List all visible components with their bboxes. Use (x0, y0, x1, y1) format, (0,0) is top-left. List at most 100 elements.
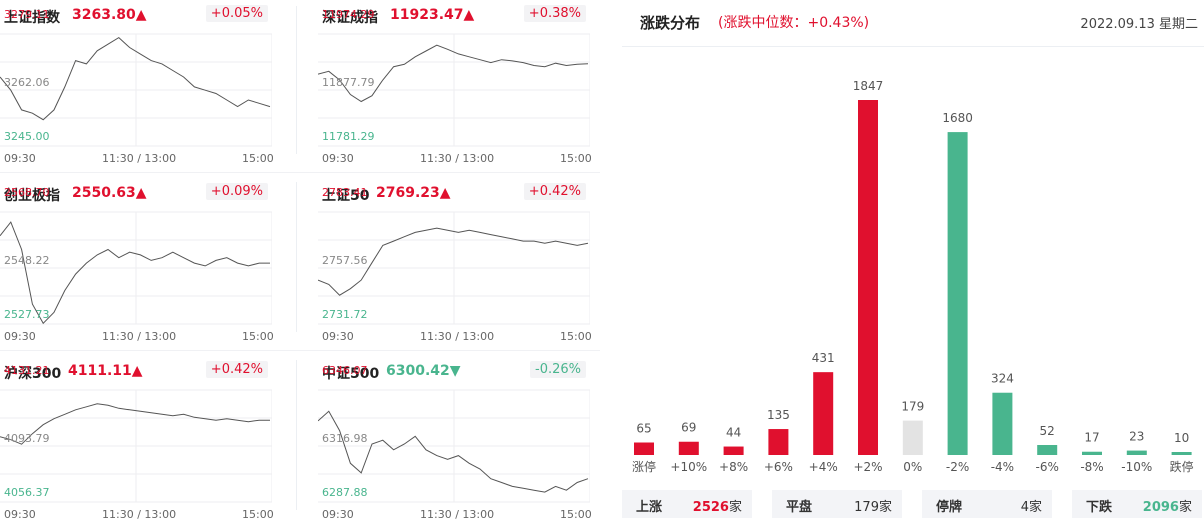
index-name: 上证50 (322, 188, 370, 204)
time-label-close: 15:00 (560, 508, 592, 521)
bar-value-label: 44 (726, 426, 741, 440)
summary-value: 2526家 (693, 496, 742, 515)
index-price-line (318, 410, 589, 493)
index-high-label: 11974.29 (322, 8, 375, 21)
index-name: 中证500 (322, 366, 380, 382)
bar-category-label: +8% (719, 460, 748, 474)
time-label-midday: 11:30 / 13:00 (420, 330, 495, 343)
distribution-bar[interactable] (858, 100, 878, 455)
distribution-bar[interactable] (1126, 450, 1147, 455)
summary-unit: 家 (1178, 500, 1192, 515)
distribution-bar[interactable] (1037, 445, 1058, 455)
bar-value-label: 1847 (853, 79, 884, 93)
summary-unit: 家 (728, 500, 742, 515)
distribution-bar[interactable] (1171, 452, 1192, 455)
summary-count: 2096 (1142, 500, 1179, 515)
distribution-bar[interactable] (723, 446, 744, 455)
bar-category-label: 0% (903, 460, 922, 474)
triangle-up-icon: ▲ (131, 363, 143, 379)
bar-value-label: 17 (1084, 431, 1099, 445)
bar-category-label: +10% (670, 460, 707, 474)
index-line-chart (0, 389, 272, 503)
index-price-line (0, 221, 270, 325)
bar-category-label: +2% (853, 460, 882, 474)
summary-count: 179 (854, 500, 879, 515)
bar-value-label: 431 (812, 351, 835, 365)
summary-box: 下跌 2096家 (1072, 490, 1202, 518)
time-label-midday: 11:30 / 13:00 (102, 508, 177, 521)
index-name: 创业板指 (4, 188, 60, 204)
distribution-bar[interactable] (768, 429, 789, 455)
index-panel[interactable]: 创业板指 2550.63▲ +0.09% 2568.70 2548.22 2527.73 0… (0, 178, 274, 350)
index-value: 2550.63▲ (72, 185, 147, 201)
index-high-label: 2568.70 (4, 186, 50, 199)
row-separator (0, 350, 600, 351)
index-mid-label: 2757.56 (322, 254, 368, 267)
distribution-divider (622, 46, 1204, 47)
index-value: 4111.11▲ (68, 363, 143, 379)
index-change-badge: +0.42% (205, 361, 268, 378)
index-header: 中证500 6300.42▼ -0.26% (318, 356, 590, 384)
distribution-median: (涨跌中位数：+0.43%) (718, 15, 870, 31)
index-line-chart (0, 33, 272, 147)
index-change-badge: +0.42% (523, 183, 586, 200)
bar-category-label: -8% (1080, 460, 1103, 474)
summary-value: 2096家 (1143, 496, 1192, 515)
distribution-bar[interactable] (947, 132, 968, 455)
summary-box: 停牌 4家 (922, 490, 1052, 518)
index-price-line (318, 44, 589, 103)
bar-value-label: 69 (681, 421, 696, 435)
index-name: 深证成指 (322, 10, 378, 26)
index-panel[interactable]: 沪深300 4111.11▲ +0.42% 4131.21 4093.79 4056.37… (0, 356, 274, 528)
index-price-line (318, 227, 589, 296)
time-label-midday: 11:30 / 13:00 (420, 152, 495, 165)
time-label-open: 09:30 (4, 330, 36, 343)
index-low-label: 11781.29 (322, 130, 375, 143)
time-label-open: 09:30 (322, 152, 354, 165)
distribution-bar[interactable] (813, 372, 834, 455)
index-value: 3263.80▲ (72, 7, 147, 23)
bar-category-label: -6% (1036, 460, 1059, 474)
bar-category-label: +6% (764, 460, 793, 474)
index-value: 6300.42▼ (386, 363, 461, 379)
summary-value: 179家 (854, 496, 892, 515)
index-panel[interactable]: 中证500 6300.42▼ -0.26% 6346.07 6316.98 6287.88… (318, 356, 592, 528)
column-separator (296, 182, 297, 332)
summary-count: 2526 (692, 500, 729, 515)
index-low-label: 2527.73 (4, 308, 50, 321)
index-mid-label: 2548.22 (4, 254, 50, 267)
index-price-line (0, 36, 271, 121)
column-separator (296, 6, 297, 154)
summary-label: 平盘 (786, 500, 813, 515)
bar-category-label: 涨停 (632, 459, 656, 474)
distribution-bar[interactable] (634, 442, 654, 455)
distribution-bar[interactable] (902, 420, 923, 455)
index-panel[interactable]: 深证成指 11923.47▲ +0.38% 11974.29 11877.79 11781… (318, 0, 592, 172)
index-name: 上证指数 (4, 10, 60, 26)
index-value-number: 2769.23 (376, 185, 440, 201)
index-panel[interactable]: 上证指数 3263.80▲ +0.05% 3279.11 3262.06 3245.00 0… (0, 0, 274, 172)
triangle-up-icon: ▲ (439, 185, 451, 201)
bar-category-label: 跌停 (1170, 459, 1194, 474)
time-label-close: 15:00 (560, 330, 592, 343)
index-value-number: 3263.80 (72, 7, 136, 23)
bar-category-label: +4% (809, 460, 838, 474)
index-value-number: 4111.11 (68, 363, 132, 379)
index-header: 创业板指 2550.63▲ +0.09% (0, 178, 272, 206)
summary-label: 下跌 (1086, 500, 1113, 515)
index-low-label: 6287.88 (322, 486, 368, 499)
index-line-chart (0, 211, 272, 325)
distribution-bar[interactable] (678, 441, 699, 455)
time-label-close: 15:00 (242, 508, 274, 521)
index-high-label: 4131.21 (4, 364, 50, 377)
index-price-line (0, 403, 270, 445)
time-label-close: 15:00 (560, 152, 592, 165)
triangle-up-icon: ▲ (135, 185, 147, 201)
index-low-label: 3245.00 (4, 130, 50, 143)
distribution-bar[interactable] (992, 392, 1013, 455)
distribution-bar[interactable] (1082, 451, 1102, 455)
index-header: 沪深300 4111.11▲ +0.42% (0, 356, 272, 384)
index-mid-label: 6316.98 (322, 432, 368, 445)
bar-value-label: 135 (767, 408, 790, 422)
index-panel[interactable]: 上证50 2769.23▲ +0.42% 2783.41 2757.56 2731.72 0… (318, 178, 592, 350)
